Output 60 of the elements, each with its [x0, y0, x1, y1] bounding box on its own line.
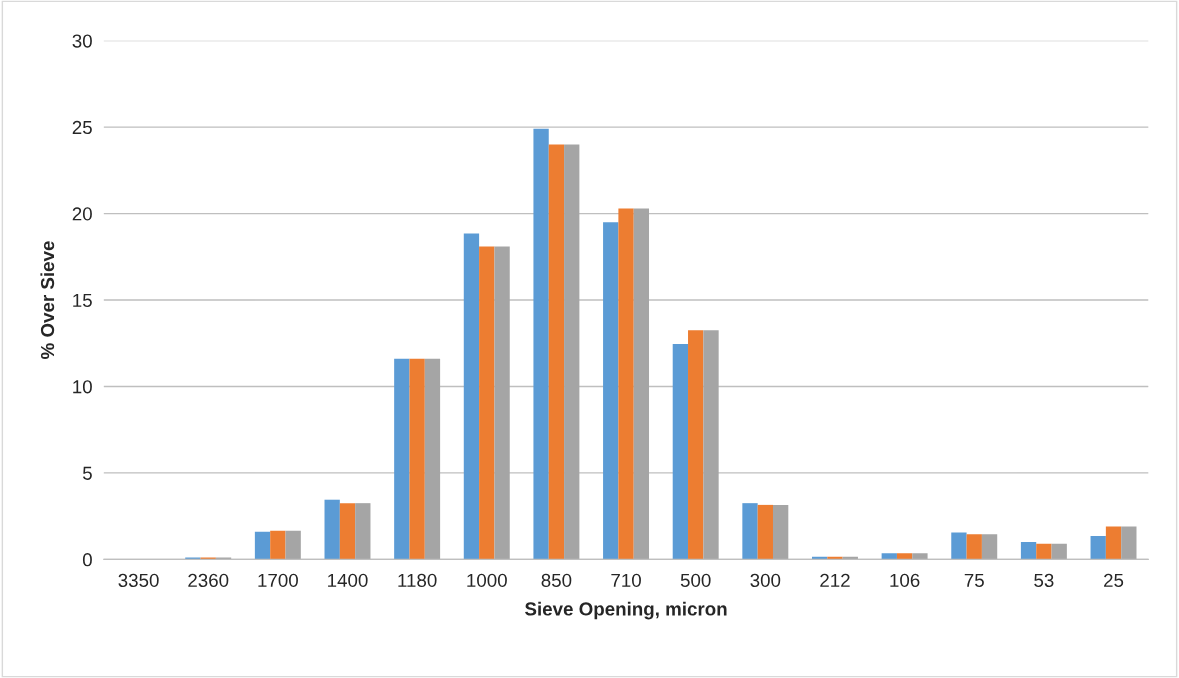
- bar: [1051, 543, 1067, 560]
- x-tick-label: 500: [680, 573, 711, 588]
- x-tick-label: 25: [1104, 573, 1124, 588]
- bar: [772, 504, 789, 560]
- bar: [981, 534, 998, 560]
- bar: [688, 330, 704, 560]
- x-tick-label: 75: [964, 573, 984, 588]
- x-tick-label: 1700: [258, 573, 298, 588]
- y-axis-title: % Over Sieve: [40, 241, 55, 359]
- y-tick-label: 5: [82, 466, 92, 480]
- bar: [633, 208, 650, 560]
- bar: [494, 246, 510, 560]
- x-axis-title: Sieve Opening, micron: [525, 601, 727, 620]
- bar: [254, 531, 271, 560]
- x-tick-label: 710: [611, 573, 641, 588]
- bar: [1090, 536, 1106, 560]
- x-tick-label: 300: [750, 573, 781, 588]
- bar: [742, 503, 758, 560]
- bar: [285, 530, 301, 560]
- bar: [548, 144, 565, 560]
- bar: [394, 358, 410, 560]
- bar: [1020, 542, 1037, 560]
- bar: [479, 246, 495, 560]
- bar: [703, 330, 719, 560]
- x-tick-label: 53: [1034, 573, 1054, 588]
- x-tick-label: 3350: [118, 573, 159, 588]
- bar: [409, 358, 425, 560]
- bar: [966, 534, 982, 560]
- bar: [1036, 543, 1052, 560]
- x-tick-label: 1400: [328, 573, 368, 588]
- bar: [564, 144, 580, 560]
- bar: [951, 532, 967, 560]
- x-tick-label: 1000: [467, 573, 507, 588]
- y-tick-label: 20: [72, 207, 92, 221]
- y-tick-label: 30: [72, 34, 92, 48]
- bar: [757, 504, 773, 560]
- x-tick-label: 2360: [188, 573, 229, 588]
- x-tick-label: 106: [890, 573, 920, 588]
- bar: [1105, 526, 1122, 560]
- bar: [324, 499, 340, 560]
- bar: [533, 128, 549, 560]
- y-tick-label: 25: [72, 120, 92, 135]
- bar: [618, 208, 634, 560]
- bar: [881, 553, 897, 560]
- bar: [424, 358, 441, 560]
- y-tick-label: 10: [73, 380, 92, 394]
- x-tick-label: 1180: [398, 573, 437, 588]
- bar: [355, 503, 371, 560]
- x-tick-label: 850: [541, 573, 572, 588]
- bar: [896, 553, 913, 560]
- y-tick-label: 15: [73, 293, 92, 307]
- x-tick-label: 212: [820, 573, 850, 587]
- bar: [603, 222, 619, 560]
- bar: [912, 553, 928, 560]
- bar: [1121, 526, 1137, 560]
- y-tick-label: 0: [82, 553, 92, 567]
- bar: [672, 344, 689, 560]
- bar: [339, 503, 356, 560]
- bar: [270, 530, 286, 560]
- bar: [463, 233, 480, 560]
